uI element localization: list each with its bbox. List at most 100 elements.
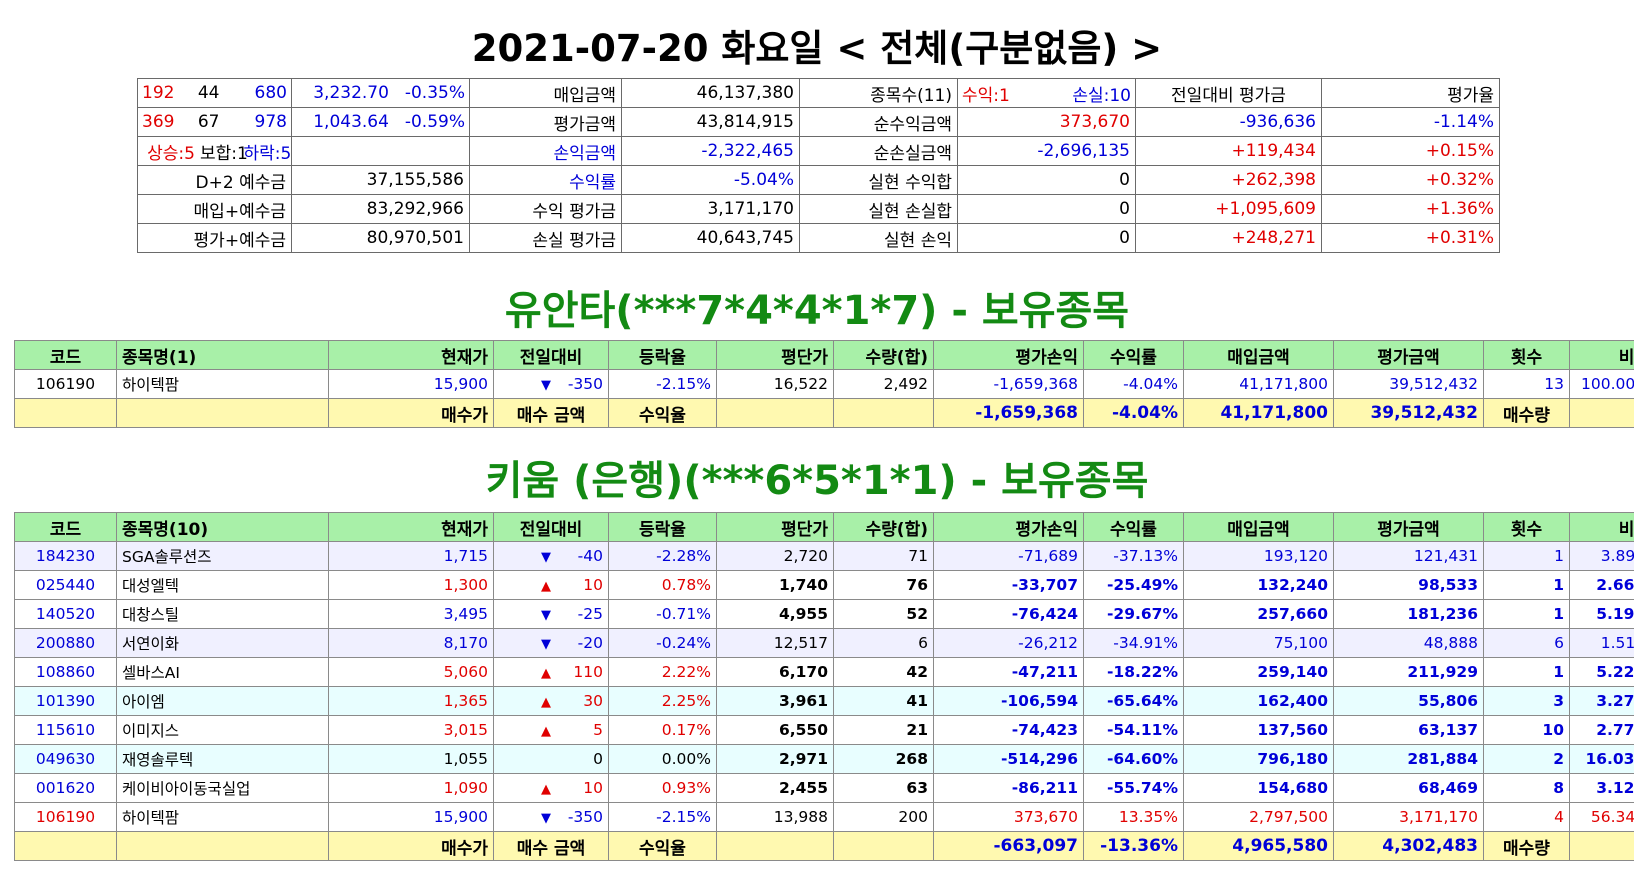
summary-cell: +1.36% [1321, 194, 1500, 224]
footer-total-return: -4.04% [1083, 398, 1184, 428]
summary-value: -0.35% [404, 83, 465, 103]
day-change: ▲ 10 [493, 570, 609, 600]
evaluation-amount: 98,533 [1333, 570, 1484, 600]
summary-cell: 43,814,915 [621, 107, 800, 137]
average-price: 2,455 [716, 773, 834, 803]
summary-cell: 수익:1 손실:10 [957, 78, 1136, 108]
column-header: 수량(합) [833, 340, 934, 370]
summary-cell: D+2 예수금 [137, 165, 292, 195]
change-rate: -0.71% [608, 599, 717, 629]
weight: 3.27% [1569, 686, 1634, 716]
triangle-down-icon: ▼ [541, 637, 551, 652]
footer-total-purchase: 41,171,800 [1183, 398, 1334, 428]
summary-row: D+2 예수금 37,155,586 수익률 -5.04% 실현 수익합 0 +262,39… [137, 165, 1500, 195]
summary-cell: -1.14% [1321, 107, 1500, 137]
profit-loss: -1,659,368 [933, 369, 1084, 399]
profit-loss: -74,423 [933, 715, 1084, 745]
return-rate: -37.13% [1083, 541, 1184, 571]
stock-code: 200880 [14, 628, 117, 658]
return-rate: -64.60% [1083, 744, 1184, 774]
day-change-value: -350 [567, 375, 603, 393]
return-rate: -65.64% [1083, 686, 1184, 716]
day-change-value: 30 [583, 692, 603, 710]
purchase-amount: 259,140 [1183, 657, 1334, 687]
trade-count: 3 [1483, 686, 1570, 716]
day-change-value: 5 [593, 721, 603, 739]
change-rate: 2.22% [608, 657, 717, 687]
triangle-up-icon: ▲ [541, 579, 551, 594]
column-header: 평가금액 [1333, 512, 1484, 542]
day-change-value: -20 [577, 634, 603, 652]
summary-value: 680 [254, 83, 287, 103]
return-rate: -25.49% [1083, 570, 1184, 600]
table-row: 184230 SGA솔루션즈 1,715 ▼ -40 -2.28% 2,720 71 -71,6… [14, 541, 1634, 571]
average-price: 6,550 [716, 715, 834, 745]
footer-total-evaluation: 4,302,483 [1333, 831, 1484, 861]
summary-value: 수익:1 [962, 85, 1010, 106]
table-row: 101390 아이엠 1,365 ▲ 30 2.25% 3,961 41 -106,594 -65… [14, 686, 1634, 716]
evaluation-amount: 39,512,432 [1333, 369, 1484, 399]
summary-cell: 1,043.64 -0.59% [291, 107, 470, 137]
average-price: 4,955 [716, 599, 834, 629]
summary-row: 상승:5 보합:1하락:5 손익금액 -2,322,465 순손실금액 -2,696,13… [137, 136, 1500, 166]
summary-value: 하락:5 [243, 143, 292, 164]
footer-total-evaluation: 39,512,432 [1333, 398, 1484, 428]
profit-loss: -26,212 [933, 628, 1084, 658]
summary-cell: 평가+예수금 [137, 223, 292, 253]
day-change-value: -25 [577, 605, 603, 623]
summary-cell: 상승:5 보합:1하락:5 [137, 136, 292, 166]
day-change: ▼ -350 [493, 802, 609, 832]
current-price: 1,715 [328, 541, 494, 571]
summary-cell: 0 [957, 223, 1136, 253]
return-rate: -34.91% [1083, 628, 1184, 658]
column-header: 비중 [1569, 512, 1634, 542]
weight: 3.89% [1569, 541, 1634, 571]
trade-count: 4 [1483, 802, 1570, 832]
stock-code: 108860 [14, 657, 117, 687]
stock-name: SGA솔루션즈 [116, 541, 329, 571]
trade-count: 1 [1483, 657, 1570, 687]
column-header: 종목명(10) [116, 512, 329, 542]
column-header: 현재가 [328, 340, 494, 370]
holdings-table-kiwoom: 코드 종목명(10) 현재가 전일대비 등락율 평단가 수량(합) 평가손익 수익률 매입금액 평가… [14, 512, 1634, 861]
weight: 1.51% [1569, 628, 1634, 658]
quantity: 2,492 [833, 369, 934, 399]
column-header: 등락율 [608, 512, 717, 542]
weight: 2.66% [1569, 570, 1634, 600]
change-rate: 0.93% [608, 773, 717, 803]
change-rate: -2.15% [608, 369, 717, 399]
column-header: 비중 [1569, 340, 1634, 370]
trade-count: 13 [1483, 369, 1570, 399]
column-header: 종목명(1) [116, 340, 329, 370]
footer-empty [14, 398, 117, 428]
summary-cell: 369 67 978 [137, 107, 292, 137]
summary-cell: 실현 손익 [799, 223, 958, 253]
summary-value: -0.59% [404, 112, 465, 132]
column-header: 평가금액 [1333, 340, 1484, 370]
summary-cell: -936,636 [1135, 107, 1322, 137]
summary-cell: +119,434 [1135, 136, 1322, 166]
stock-name: 아이엠 [116, 686, 329, 716]
evaluation-amount: 63,137 [1333, 715, 1484, 745]
change-rate: 0.17% [608, 715, 717, 745]
footer-total-profit-loss: -663,097 [933, 831, 1084, 861]
stock-code: 001620 [14, 773, 117, 803]
column-header: 수익률 [1083, 512, 1184, 542]
summary-row: 매입+예수금 83,292,966 수익 평가금 3,171,170 실현 손실합 0 +1… [137, 194, 1500, 224]
footer-total-return: -13.36% [1083, 831, 1184, 861]
summary-cell: -2,322,465 [621, 136, 800, 166]
summary-row: 평가+예수금 80,970,501 손실 평가금 40,643,745 실현 손익 0 +2… [137, 223, 1500, 253]
purchase-amount: 162,400 [1183, 686, 1334, 716]
summary-cell: 손실 평가금 [469, 223, 622, 253]
summary-cell: 40,643,745 [621, 223, 800, 253]
stock-code: 106190 [14, 802, 117, 832]
footer-empty [1569, 398, 1634, 428]
column-header: 코드 [14, 512, 117, 542]
day-change-value: -40 [577, 547, 603, 565]
return-rate: -18.22% [1083, 657, 1184, 687]
purchase-amount: 2,797,500 [1183, 802, 1334, 832]
profit-loss: -514,296 [933, 744, 1084, 774]
triangle-up-icon: ▲ [541, 695, 551, 710]
column-header: 수량(합) [833, 512, 934, 542]
footer-empty [833, 398, 934, 428]
